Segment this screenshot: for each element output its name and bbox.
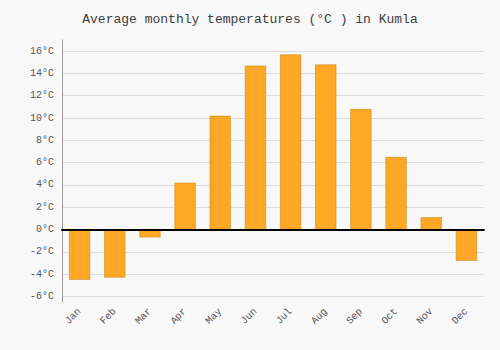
svg-text:Sep: Sep [344, 306, 364, 326]
svg-text:12°C: 12°C [30, 90, 54, 101]
svg-text:2°C: 2°C [36, 202, 54, 213]
svg-text:Jul: Jul [274, 306, 294, 326]
svg-text:6°C: 6°C [36, 157, 54, 168]
svg-text:Jun: Jun [239, 306, 259, 326]
svg-text:Mar: Mar [133, 306, 153, 326]
svg-text:8°C: 8°C [36, 135, 54, 146]
svg-text:Dec: Dec [450, 306, 470, 326]
svg-text:16°C: 16°C [30, 46, 54, 57]
svg-text:Apr: Apr [168, 306, 188, 326]
svg-text:Oct: Oct [379, 306, 399, 326]
svg-text:-4°C: -4°C [30, 269, 54, 280]
svg-text:0°C: 0°C [36, 224, 54, 235]
svg-text:Average monthly temperatures (: Average monthly temperatures (°C ) in Ku… [82, 12, 418, 27]
svg-text:4°C: 4°C [36, 179, 54, 190]
svg-text:-2°C: -2°C [30, 246, 54, 257]
svg-text:14°C: 14°C [30, 68, 54, 79]
svg-text:May: May [204, 306, 224, 326]
svg-text:Nov: Nov [415, 306, 435, 326]
svg-text:10°C: 10°C [30, 113, 54, 124]
svg-text:Feb: Feb [98, 306, 118, 326]
svg-text:-6°C: -6°C [30, 291, 54, 302]
svg-text:Aug: Aug [309, 306, 329, 326]
svg-text:Jan: Jan [63, 306, 83, 326]
